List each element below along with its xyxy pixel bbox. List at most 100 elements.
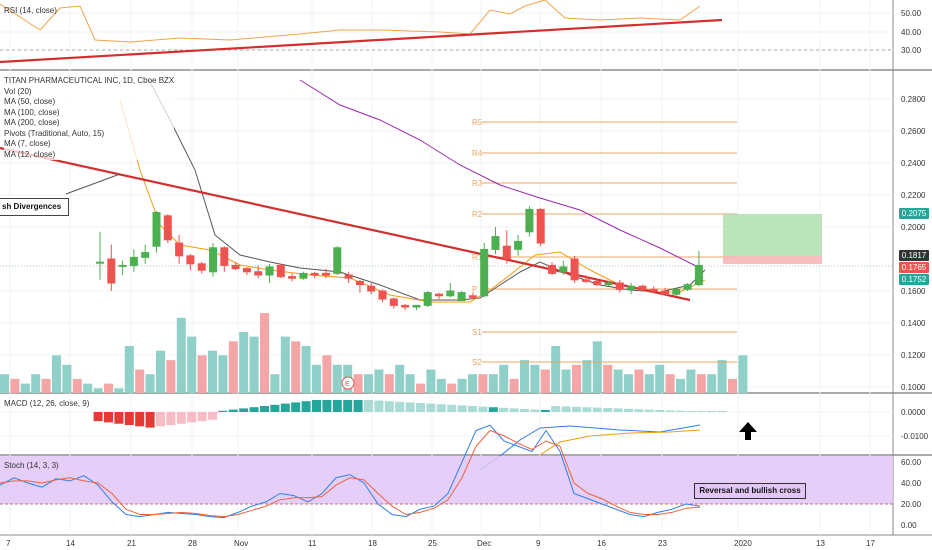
- volume-bar: [572, 364, 581, 393]
- target-zone: [723, 214, 822, 256]
- macd-histogram-bar: [156, 412, 165, 427]
- candle-body: [638, 285, 647, 290]
- candle-body: [468, 295, 477, 298]
- legend-ma100[interactable]: MA (100, close): [4, 107, 60, 117]
- macd-histogram-bar: [187, 412, 197, 423]
- macd-histogram-bar: [332, 400, 342, 412]
- candle-body: [367, 285, 376, 292]
- macd-histogram-bar: [665, 410, 675, 412]
- macd-histogram-bar: [572, 406, 581, 412]
- macd-histogram-bar: [530, 409, 540, 412]
- volume-bar: [592, 341, 602, 393]
- volume-bar: [104, 383, 113, 393]
- macd-histogram-bar: [249, 407, 259, 412]
- volume-bar: [551, 346, 561, 393]
- time-axis-label: 21: [127, 539, 136, 548]
- macd-histogram-bar: [499, 407, 509, 412]
- stoch-label: Stoch (14, 3, 3): [4, 461, 59, 470]
- stoch-annotation[interactable]: Reversal and bullish cross: [694, 483, 806, 499]
- rsi-trendline: [0, 18, 723, 64]
- macd-histogram-bar: [364, 400, 373, 412]
- volume-bar: [416, 383, 425, 393]
- macd-histogram-bar: [176, 412, 186, 424]
- time-axis-label: 28: [188, 539, 197, 548]
- volume-bar: [603, 364, 613, 393]
- candle-body: [276, 264, 285, 278]
- volume-bar: [124, 346, 134, 393]
- macd-histogram-bar: [301, 401, 311, 412]
- macd-histogram-bar: [457, 405, 467, 412]
- candle-body: [163, 215, 172, 241]
- macd-histogram-bar: [124, 412, 134, 425]
- price-tick: 0.2000: [901, 223, 926, 232]
- volume-bar: [468, 374, 477, 393]
- time-axis-label: 17: [866, 539, 875, 548]
- volume-bar: [696, 374, 706, 393]
- macd-histogram-bar: [416, 403, 425, 412]
- divergence-annotation[interactable]: sh Divergences: [0, 198, 69, 216]
- macd-histogram-bar: [686, 411, 696, 412]
- candle-body: [615, 282, 624, 290]
- legend-volume[interactable]: Vol (20): [4, 86, 32, 96]
- macd-histogram-bar: [520, 409, 529, 412]
- volume-bar: [395, 364, 405, 393]
- macd-histogram-bar: [478, 406, 488, 412]
- macd-histogram-bar: [644, 409, 654, 412]
- candle-body: [288, 276, 297, 279]
- candle-body: [627, 285, 636, 290]
- macd-histogram-bar: [676, 410, 685, 412]
- earnings-marker-text: E: [345, 381, 350, 388]
- volume-bar: [197, 355, 207, 393]
- volume-bar: [384, 374, 394, 393]
- macd-histogram-bar: [312, 400, 321, 412]
- price-tick: 0.1000: [901, 383, 926, 392]
- legend-ma200[interactable]: MA (200, close): [4, 118, 60, 127]
- time-axis-label: 18: [368, 539, 377, 548]
- macd-histogram-bar: [218, 410, 228, 412]
- price-tag-target: 0.2075: [899, 208, 929, 219]
- legend-ma50[interactable]: MA (50, close): [4, 97, 56, 106]
- volume-bar: [707, 374, 717, 393]
- pivot-label: P: [472, 285, 477, 294]
- macd-histogram-bar: [561, 406, 571, 412]
- candle-body: [209, 247, 217, 273]
- volume-bar: [239, 331, 249, 393]
- legend-ma7[interactable]: MA (7, close): [4, 139, 51, 148]
- price-tick: 0.1200: [901, 351, 926, 360]
- volume-bar: [540, 369, 550, 393]
- legend-ma12[interactable]: MA (12, close): [4, 149, 56, 159]
- time-axis-label: 7: [6, 539, 11, 548]
- macd-histogram-bar: [322, 400, 332, 412]
- price-tick: 0.2400: [901, 159, 926, 168]
- macd-histogram-bar: [395, 401, 405, 412]
- volume-bar: [717, 360, 727, 393]
- pivot-label: R2: [472, 210, 483, 219]
- price-tag-stop: 0.1765: [899, 262, 929, 273]
- volume-bar: [208, 350, 217, 393]
- pivot-label: R4: [472, 149, 483, 158]
- stop-zone: [723, 256, 822, 264]
- volume-bar: [291, 341, 301, 393]
- macd-histogram-bar: [707, 411, 717, 412]
- price-tag-high: 0.1817: [899, 250, 929, 261]
- volume-bar: [665, 374, 675, 393]
- legend-pivots[interactable]: Pivots (Traditional, Auto, 15): [4, 128, 105, 138]
- macd-histogram-bar: [613, 408, 623, 412]
- volume-bar: [738, 355, 748, 393]
- candle-body: [412, 304, 421, 308]
- stoch-tick: 40.00: [901, 479, 922, 488]
- candle-body: [661, 290, 669, 295]
- macd-histogram-bar: [93, 412, 103, 422]
- candle-body: [604, 282, 613, 286]
- candle-body: [186, 255, 195, 265]
- volume-bar: [478, 374, 488, 393]
- volume-bar: [686, 369, 696, 393]
- macd-histogram-bar: [270, 404, 280, 412]
- candle-body: [355, 280, 364, 286]
- volume-bar: [83, 383, 93, 393]
- stoch-tick: 0.00: [901, 521, 917, 530]
- time-axis-label: Nov: [234, 539, 248, 548]
- macd-histogram-bar: [696, 411, 706, 412]
- candle-body: [559, 266, 568, 273]
- legend-symbol[interactable]: TITAN PHARMACEUTICAL INC, 1D, Cboe BZX: [4, 76, 175, 85]
